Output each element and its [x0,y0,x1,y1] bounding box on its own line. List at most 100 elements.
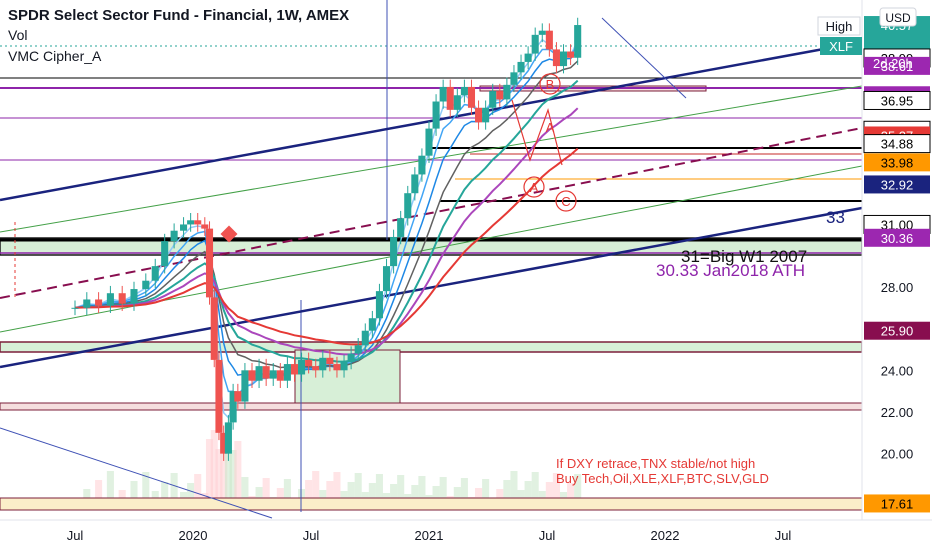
candle-body-2 [95,299,103,306]
ma-line-5 [74,107,579,356]
candle-body-68 [574,25,582,58]
candle-body-55 [482,107,490,123]
x-ticks: Jul 2020 Jul 2021 Jul 2022 Jul [67,528,792,543]
candle-body-13 [201,224,209,229]
zone-17-61 [0,497,862,511]
volume-bar-40 [375,474,383,510]
candle-body-54 [475,107,483,123]
candle-body-41 [382,266,391,292]
candle-body-67 [567,51,575,58]
candle-body-17 [220,432,228,454]
candle-body-42 [390,236,398,267]
candle-body-63 [538,30,546,35]
price-label-bg-4 [863,90,931,110]
candle-body-28 [290,364,299,375]
countdown: 2d 20h [873,56,913,71]
volume-bar-37 [354,473,362,510]
candle-body-57 [496,91,504,100]
wave-c-label: C [561,194,570,209]
candle-body-35 [340,361,348,371]
volume-bar-36 [347,482,355,510]
volume-bar-43 [397,475,405,510]
currency-button[interactable]: USD [885,11,911,25]
y-tick-label-3: 20.00 [881,447,914,462]
volume-bar-15 [210,430,218,510]
volume-bar-19 [229,450,237,510]
zone-23 [0,402,862,411]
high-tag-bg [817,16,861,36]
candle-body-22 [248,370,256,381]
x-tick-label-0: Jul [67,528,84,543]
wave-a-circle [523,176,545,198]
x-tick-label-3: 2021 [415,528,444,543]
candle-body-31 [312,366,320,371]
volume-bar-17 [220,440,228,510]
price-label-11: 30.36 [881,231,914,246]
candle-body-36 [347,353,355,362]
candle-body-62 [531,34,539,54]
candle-body-30 [305,359,313,367]
time-axis[interactable]: Jul 2020 Jul 2021 Jul 2022 Jul [0,519,932,543]
candles [71,17,582,461]
price-label-13: 17.61 [881,496,914,511]
price-label-8: 33.98 [881,155,914,170]
volume-bar-64 [545,482,553,510]
candle-body-4 [118,293,126,304]
volume-bar-52 [460,478,468,510]
note-line-2: Buy Tech,Oil,XLE,XLF,BTC,SLV,GLD [556,471,769,486]
candle-body-53 [467,86,476,108]
candle-body-60 [517,61,525,73]
x-tick-label-1: 2020 [179,528,208,543]
trend-dashed [0,127,862,299]
trend-upper-channel [0,40,862,202]
volume-bar-58 [503,480,511,510]
candle-body-24 [262,366,270,379]
x-tick-label-2: Jul [303,528,320,543]
volume-bar-31 [312,471,320,510]
volume-bar-34 [333,472,341,510]
trend-top-blue [601,17,687,99]
candle-body-65 [552,49,560,67]
indicator-vmc[interactable]: VMC Cipher_A [8,48,102,64]
high-tag: High [826,19,853,34]
annotation-33: 33 [826,208,845,227]
trend-green-1 [0,85,862,233]
candle-body-1 [83,299,91,308]
candle-body-7 [151,266,159,281]
trend-lines [0,17,862,519]
y-tick-label-1: 24.00 [881,363,914,378]
candle-body-58 [503,84,511,100]
candle-body-19 [229,391,237,423]
candle-body-37 [354,345,362,354]
volume-bar-67 [567,483,575,510]
annotation-ath: 30.33 Jan2018 ATH [656,261,805,280]
levels [0,0,862,512]
candle-body-5 [130,289,138,304]
ma-line-6 [74,147,579,346]
candle-body-18 [224,422,232,454]
candle-body-44 [404,193,412,219]
wave-annotations: B A A C [511,73,577,212]
indicator-vol[interactable]: Vol [8,27,27,43]
candle-body-50 [446,86,454,110]
candle-body-23 [255,366,263,381]
candle-body-12 [194,220,202,225]
price-label-12: 25.90 [881,324,914,339]
candle-body-32 [319,357,327,371]
price-axis-bg [862,0,932,550]
candle-body-27 [283,364,291,381]
candle-body-45 [411,174,419,194]
volume-bar-30 [305,480,313,510]
volume-bar-8 [161,482,169,510]
price-label-bg-2 [864,56,930,75]
volume-bar-14 [205,439,214,510]
candle-body-16 [215,359,223,433]
volume-bar-62 [531,472,539,510]
zone-25-90 [0,341,862,353]
wave-c-circle [555,190,577,212]
volume-bar-24 [262,478,270,510]
volume-bar-33 [326,481,334,510]
trend-lower-channel [0,206,862,369]
